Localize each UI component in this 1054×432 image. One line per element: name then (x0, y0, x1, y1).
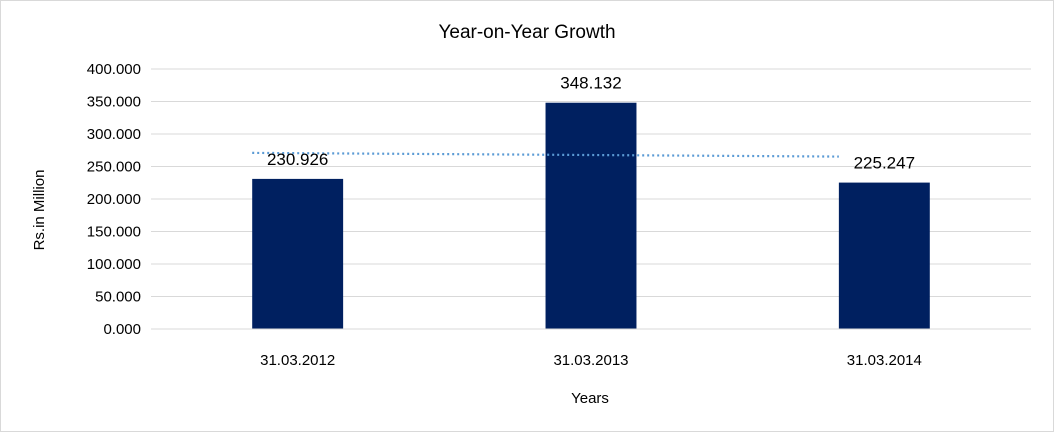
chart-title: Year-on-Year Growth (438, 22, 615, 43)
x-tick-label: 31.03.2013 (553, 352, 628, 369)
data-labels: 230.926 348.132 225.247 (267, 74, 915, 173)
bars (252, 102, 930, 329)
y-axis-ticks: 0.000 50.000 100.000 150.000 200.000 250.000 3… (87, 61, 141, 338)
x-tick-label: 31.03.2012 (260, 352, 335, 369)
y-tick-label: 200.000 (87, 191, 141, 208)
x-tick-label: 31.03.2014 (847, 352, 922, 369)
y-tick-label: 100.000 (87, 256, 141, 273)
bar (838, 182, 930, 329)
y-tick-label: 150.000 (87, 224, 141, 241)
bar (252, 178, 344, 329)
data-label: 225.247 (854, 154, 915, 173)
y-tick-label: 0.000 (103, 321, 141, 338)
x-axis-title: Years (571, 390, 609, 407)
data-label: 230.926 (267, 150, 328, 169)
x-axis-ticks: 31.03.2012 31.03.2013 31.03.2014 (260, 352, 922, 369)
y-tick-label: 350.000 (87, 94, 141, 111)
y-tick-label: 250.000 (87, 159, 141, 176)
data-label: 348.132 (560, 74, 621, 93)
y-tick-label: 50.000 (95, 289, 141, 306)
y-tick-label: 300.000 (87, 126, 141, 143)
y-axis-title: Rs.in Million (31, 170, 48, 251)
y-tick-label: 400.000 (87, 61, 141, 78)
bar (545, 102, 637, 329)
